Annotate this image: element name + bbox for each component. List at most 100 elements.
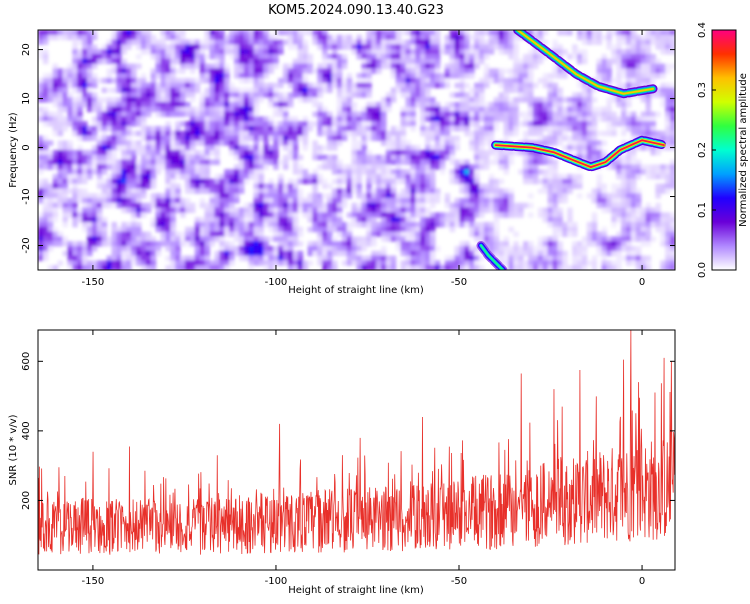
spectrogram-cell [464, 193, 470, 198]
x-tick-label: 0 [639, 277, 645, 288]
spectrogram-cell [548, 131, 554, 136]
spectrogram-cell [303, 169, 309, 174]
spectrogram-cell [479, 208, 485, 213]
spectrogram-cell [425, 97, 431, 102]
spectrogram-cell [440, 217, 446, 222]
spectrogram-cell [97, 102, 103, 107]
spectrogram-cell [156, 83, 162, 88]
spectrogram-cell [342, 35, 348, 40]
spectrogram-cell [660, 73, 666, 78]
spectrogram-cell [406, 232, 412, 237]
spectrogram-cell [63, 217, 69, 222]
spectrogram-cell [244, 68, 250, 73]
spectrogram-cell [445, 150, 451, 155]
spectrogram-cell [406, 92, 412, 97]
spectrogram-cell [430, 145, 436, 150]
spectrogram-cell [557, 92, 563, 97]
spectrogram-cell [205, 73, 211, 78]
spectrogram-cell [146, 88, 152, 93]
spectrogram-cell [425, 49, 431, 54]
spectrogram-cell [293, 203, 299, 208]
spectrogram-cell [352, 116, 358, 121]
spectrogram-cell [234, 40, 240, 45]
spectrogram-cell [273, 92, 279, 97]
spectrogram-cell [48, 121, 54, 126]
spectrogram-cell [87, 136, 93, 141]
spectrogram-cell [445, 116, 451, 121]
spectrogram-cell [288, 188, 294, 193]
spectrogram-cell [234, 140, 240, 145]
spectrogram-cell [87, 92, 93, 97]
spectrogram-cell [67, 121, 73, 126]
spectrogram-cell [180, 164, 186, 169]
spectrogram-cell [597, 184, 603, 189]
spectrogram-cell [567, 145, 573, 150]
spectrogram-cell [381, 59, 387, 64]
spectrogram-cell [435, 136, 441, 141]
spectrogram-cell [180, 112, 186, 117]
spectrogram-cell [72, 78, 78, 83]
spectrogram-cell [450, 126, 456, 131]
spectrogram-cell [82, 35, 88, 40]
spectrogram-cell [254, 59, 260, 64]
spectrogram-cell [244, 236, 250, 241]
spectrogram-cell [195, 131, 201, 136]
spectrogram-cell [616, 59, 622, 64]
spectrogram-cell [249, 227, 255, 232]
spectrogram-cell [357, 83, 363, 88]
spectrogram-cell [410, 208, 416, 213]
spectrogram-cell [401, 121, 407, 126]
spectrogram-cell [190, 59, 196, 64]
spectrogram-cell [410, 193, 416, 198]
spectrogram-cell [602, 131, 608, 136]
spectrogram-cell [107, 44, 113, 49]
spectrogram-cell [631, 203, 637, 208]
spectrogram-cell [562, 184, 568, 189]
spectrogram-cell [288, 83, 294, 88]
spectrogram-cell [572, 222, 578, 227]
spectrogram-cell [239, 140, 245, 145]
spectrogram-cell [567, 30, 573, 35]
spectrogram-cell [592, 140, 598, 145]
spectrogram-cell [474, 222, 480, 227]
spectrogram-cell [298, 44, 304, 49]
spectrogram-cell [464, 54, 470, 59]
spectrogram-cell [161, 35, 167, 40]
spectrogram-cell [121, 232, 127, 237]
spectrogram-cell [249, 112, 255, 117]
spectrogram-cell [219, 241, 225, 246]
spectrogram-cell [312, 112, 318, 117]
spectrogram-cell [435, 160, 441, 165]
spectrogram-cell [229, 212, 235, 217]
spectrogram-cell [53, 92, 59, 97]
spectrogram-cell [528, 78, 534, 83]
spectrogram-cell [151, 256, 157, 261]
spectrogram-cell [205, 64, 211, 69]
spectrogram-cell [48, 78, 54, 83]
spectrogram-cell [195, 64, 201, 69]
spectrogram-cell [508, 40, 514, 45]
spectrogram-cell [112, 232, 118, 237]
spectrogram-cell [611, 212, 617, 217]
spectrogram-cell [214, 83, 220, 88]
spectrogram-cell [151, 236, 157, 241]
spectrogram-cell [430, 169, 436, 174]
spectrogram-cell [97, 97, 103, 102]
spectrogram-cell [72, 131, 78, 136]
spectrogram-cell [415, 73, 421, 78]
spectrogram-cell [631, 112, 637, 117]
spectrogram-cell [146, 150, 152, 155]
spectrogram-cell [508, 107, 514, 112]
spectrogram-cell [38, 155, 44, 160]
spectrogram-cell [72, 203, 78, 208]
spectrogram-cell [156, 68, 162, 73]
spectrogram-cell [366, 260, 372, 265]
spectrogram-cell [602, 59, 608, 64]
spectrogram-cell [381, 116, 387, 121]
spectrogram-cell [538, 116, 544, 121]
spectrogram-cell [440, 212, 446, 217]
spectrogram-cell [200, 136, 206, 141]
spectrogram-cell [219, 246, 225, 251]
spectrogram-cell [327, 136, 333, 141]
spectrogram-cell [112, 49, 118, 54]
